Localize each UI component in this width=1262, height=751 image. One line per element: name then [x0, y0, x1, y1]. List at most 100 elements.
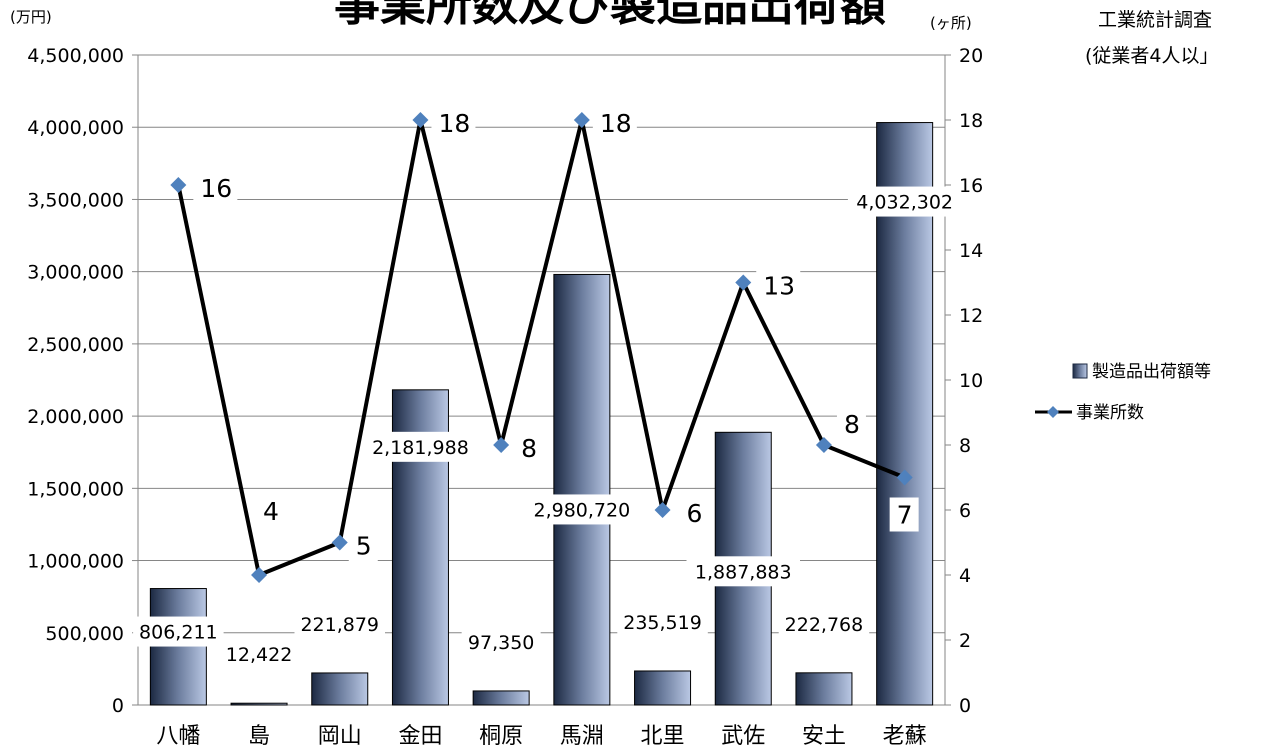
category-label: 金田: [398, 724, 442, 749]
bar-label-box: [363, 431, 478, 462]
right-tick-label: 10: [959, 370, 983, 392]
bar-label-box: [525, 494, 639, 525]
chart-title: 事業所数及び製造品出荷額: [334, 0, 886, 31]
source-note-line-1: 工業統計調査: [1098, 9, 1212, 31]
bar-label-box: [461, 626, 541, 657]
line-data-label: 8: [521, 434, 537, 463]
category-label: 岡山: [318, 724, 362, 749]
right-tick-label: 18: [959, 110, 983, 132]
line-marker: [896, 469, 913, 486]
right-axis-unit: (ヶ所): [930, 14, 972, 32]
line-data-label: 5: [356, 532, 372, 561]
legend-line-label: 事業所数: [1076, 403, 1144, 423]
bar: [149, 588, 207, 706]
bar: [795, 672, 853, 706]
line-marker: [493, 437, 510, 453]
line-data-label: 8: [844, 410, 860, 439]
line-label-box: [836, 407, 866, 441]
line-data-label: 18: [600, 109, 632, 138]
line-marker: [251, 567, 268, 583]
line-label-box: [756, 268, 801, 303]
bar-data-label: 222,768: [785, 614, 864, 636]
left-tick-label: 2,000,000: [27, 406, 124, 428]
bar-data-label: 2,980,720: [533, 499, 630, 521]
left-tick-label: 1,000,000: [27, 551, 124, 573]
line-marker: [654, 502, 671, 518]
line-label-box: [431, 106, 476, 140]
line-data-label: 6: [687, 499, 703, 528]
right-tick-label: 4: [959, 565, 971, 587]
bar: [634, 670, 692, 706]
line-marker: [573, 112, 590, 128]
line-label-box: [889, 497, 919, 532]
line-data-label: 4: [263, 497, 279, 526]
grid-lines: [138, 54, 945, 634]
bar-data-label: 806,211: [139, 622, 218, 644]
line-data-label: 7: [897, 501, 913, 530]
line-data-label: 18: [438, 109, 470, 138]
bar-data-label: 221,879: [300, 614, 379, 636]
bar-data-labels: 806,211 12,422 221,879 2,181,988 97,350 2,980…: [133, 186, 962, 670]
right-tick-label: 12: [959, 305, 983, 327]
line-label-box: [256, 494, 286, 528]
bar-data-label: 4,032,302: [856, 192, 953, 214]
bar-data-label: 1,887,883: [695, 561, 792, 583]
bar-label-box: [219, 639, 299, 670]
line-data-labels: 16 4 5 18 8 18 6 13 8 7: [193, 106, 919, 563]
line-label-box: [348, 528, 378, 563]
right-tick-label: 16: [959, 175, 983, 197]
legend-marker-swatch: [1047, 406, 1059, 418]
category-label: 安土: [802, 724, 846, 749]
category-label: 八幡: [156, 724, 200, 749]
line-marker: [815, 437, 832, 453]
bar: [553, 273, 611, 706]
axes: [132, 54, 951, 706]
left-axis-unit: (万円): [10, 8, 52, 26]
left-tick-label: 500,000: [45, 623, 124, 645]
bar-data-label: 2,181,988: [372, 437, 469, 459]
line-marker: [735, 274, 752, 291]
line-label-box: [514, 431, 544, 465]
left-tick-label: 3,500,000: [27, 189, 124, 211]
bar: [230, 702, 288, 706]
right-tick-label: 6: [959, 500, 971, 522]
bar: [311, 672, 369, 706]
line-label-box: [592, 106, 637, 140]
bar-label-box: [617, 606, 708, 637]
line-label-box: [193, 171, 238, 205]
bar: [472, 690, 530, 706]
category-label: 武佐: [721, 724, 765, 749]
bar-label-box: [686, 556, 800, 587]
line-marker: [170, 177, 187, 193]
line-marker: [412, 112, 429, 128]
category-label: 北里: [641, 724, 685, 749]
bar-label-box: [778, 608, 870, 639]
bar-label-box: [294, 608, 385, 639]
left-tick-label: 1,500,000: [27, 478, 124, 500]
line-label-box: [679, 496, 709, 530]
right-tick-label: 2: [959, 630, 971, 652]
category-label: 桐原: [479, 724, 523, 749]
right-tick-label: 20: [959, 45, 983, 67]
left-tick-label: 3,000,000: [27, 262, 124, 284]
category-label: 馬淵: [560, 724, 604, 749]
line-marker: [331, 534, 348, 551]
right-tick-label: 0: [959, 695, 971, 717]
left-tick-label: 4,000,000: [27, 117, 124, 139]
left-tick-label: 2,500,000: [27, 334, 124, 356]
bar: [876, 122, 934, 706]
left-tick-label: 0: [112, 695, 124, 717]
line-series: [170, 112, 913, 583]
legend: 製造品出荷額等 事業所数: [1035, 362, 1211, 423]
category-label: 老蘇: [883, 724, 927, 749]
tick-labels: 0 500,000 1,000,000 1,500,000 2,000,000 2,500…: [27, 45, 983, 749]
category-label: 島: [248, 724, 270, 749]
bar-label-box: [133, 616, 224, 647]
bar-data-label: 97,350: [468, 632, 534, 654]
source-note-line-2: (従業者4人以」: [1085, 45, 1219, 67]
legend-bar-label: 製造品出荷額等: [1092, 362, 1211, 382]
legend-bar-swatch: [1072, 363, 1088, 379]
line-path: [176, 118, 906, 577]
bar-data-label: 12,422: [226, 644, 292, 666]
